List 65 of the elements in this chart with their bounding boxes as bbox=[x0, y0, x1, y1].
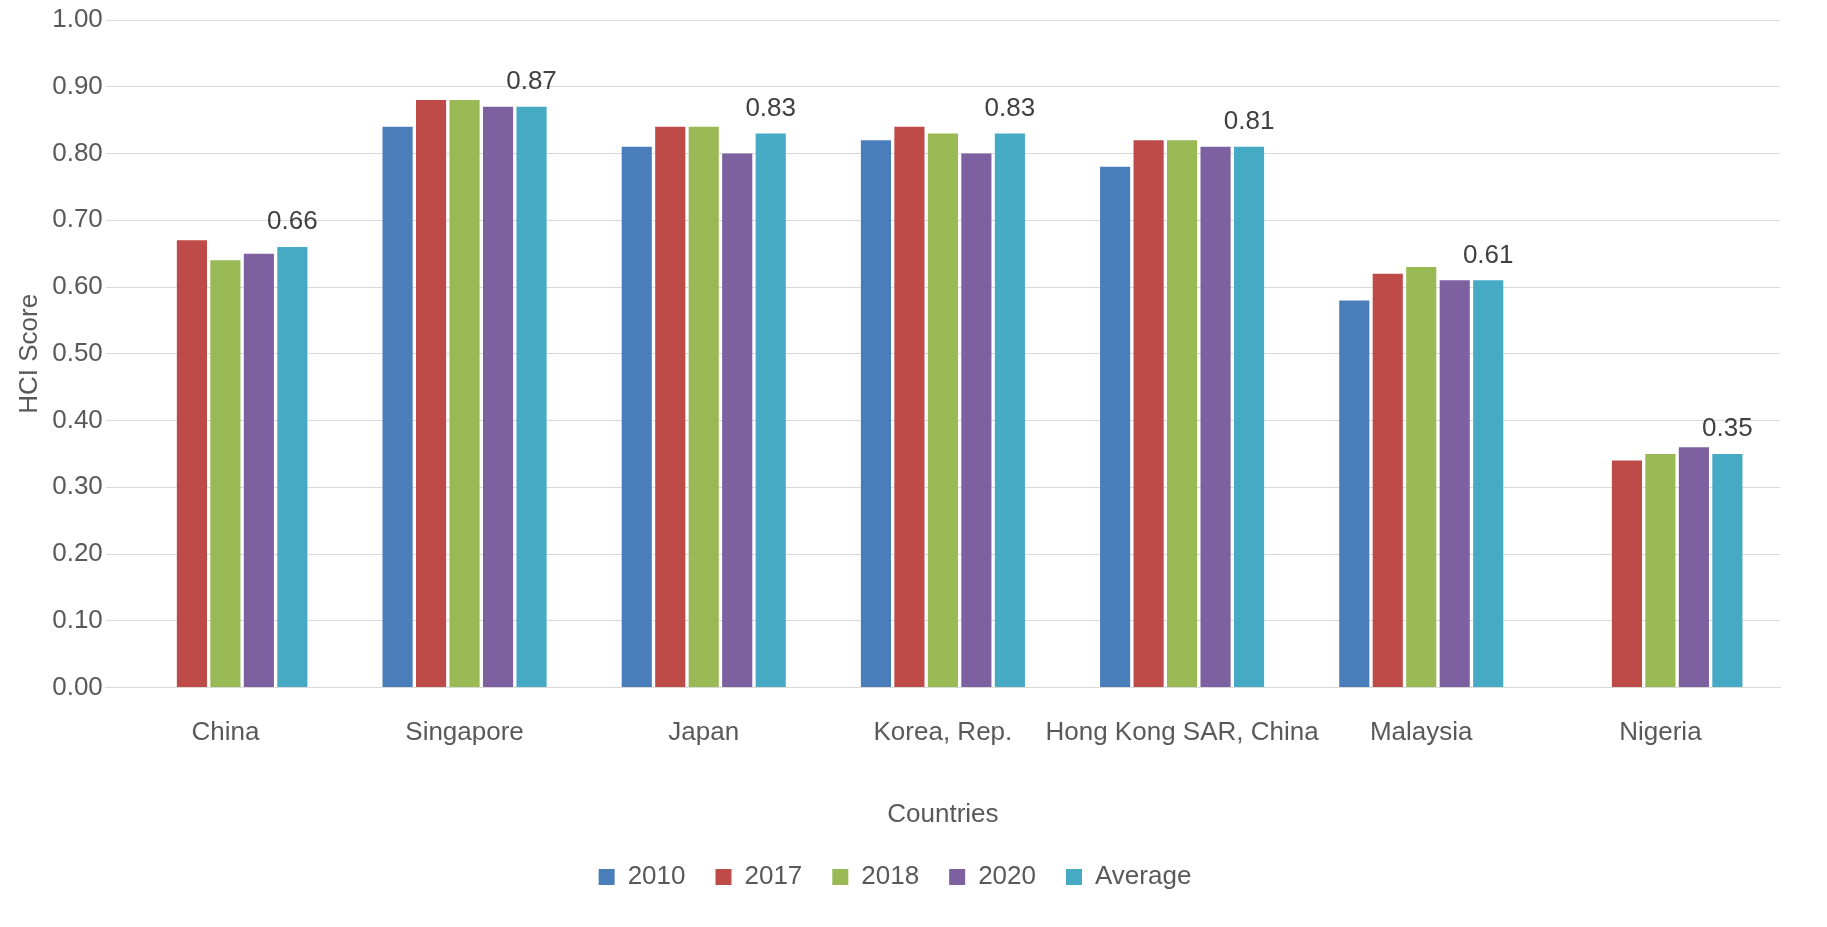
y-tick-label: 0.10 bbox=[52, 604, 103, 635]
data-label: 0.81 bbox=[1223, 105, 1275, 136]
bar bbox=[416, 100, 447, 688]
bar bbox=[516, 106, 547, 688]
bar bbox=[755, 133, 786, 688]
y-axis-title: HCI Score bbox=[12, 293, 43, 414]
legend-label: 2018 bbox=[861, 860, 920, 891]
bar bbox=[1167, 140, 1198, 688]
bar bbox=[449, 100, 480, 688]
y-tick-label: 0.50 bbox=[52, 336, 103, 367]
bar bbox=[655, 126, 686, 688]
bar bbox=[277, 246, 308, 688]
y-tick-label: 0.20 bbox=[52, 537, 103, 568]
bar bbox=[1712, 453, 1743, 688]
bar bbox=[1406, 267, 1437, 688]
bar bbox=[1339, 300, 1370, 688]
x-axis-title: Countries bbox=[887, 797, 999, 828]
bar bbox=[1678, 447, 1709, 688]
data-label: 0.66 bbox=[267, 205, 318, 236]
bar bbox=[482, 106, 514, 688]
bar bbox=[1439, 280, 1470, 688]
data-label: 0.83 bbox=[745, 91, 796, 122]
y-tick-label: 0.70 bbox=[52, 203, 103, 234]
y-tick-label: 0.90 bbox=[52, 69, 103, 100]
bar bbox=[1473, 280, 1504, 688]
y-tick-label: 0.30 bbox=[52, 470, 103, 501]
data-label: 0.35 bbox=[1702, 412, 1753, 443]
y-tick-label: 0.80 bbox=[52, 136, 103, 167]
x-tick-label: Singapore bbox=[405, 716, 524, 747]
bar bbox=[1100, 166, 1131, 688]
bar bbox=[210, 260, 241, 688]
bar bbox=[961, 153, 992, 688]
x-tick-label: Nigeria bbox=[1619, 716, 1703, 747]
data-label: 0.61 bbox=[1462, 238, 1514, 269]
y-tick-label: 0.60 bbox=[52, 270, 103, 301]
bar bbox=[176, 240, 207, 688]
bar bbox=[894, 126, 925, 688]
x-tick-label: Malaysia bbox=[1369, 716, 1474, 747]
bar bbox=[243, 253, 274, 688]
bar bbox=[994, 133, 1025, 688]
x-tick-label: China bbox=[191, 716, 260, 747]
bar bbox=[1133, 140, 1164, 688]
y-tick-label: 0.00 bbox=[52, 670, 103, 701]
y-tick-label: 0.40 bbox=[52, 403, 103, 434]
data-label: 0.87 bbox=[506, 64, 557, 95]
legend-label: Average bbox=[1094, 860, 1192, 891]
bar bbox=[860, 140, 891, 688]
x-tick-label: Korea, Rep. bbox=[873, 716, 1013, 747]
legend-label: 2017 bbox=[744, 860, 803, 891]
bar bbox=[1645, 453, 1676, 688]
bar bbox=[382, 126, 413, 688]
bar bbox=[1611, 460, 1642, 688]
bar bbox=[1200, 146, 1231, 688]
data-label: 0.83 bbox=[984, 91, 1036, 122]
legend-label: 2020 bbox=[978, 860, 1036, 891]
x-tick-label: Japan bbox=[668, 716, 740, 747]
x-tick-label: Hong Kong SAR, China bbox=[1045, 716, 1320, 747]
bar bbox=[722, 153, 753, 688]
y-tick-label: 1.00 bbox=[52, 3, 103, 34]
bar bbox=[621, 146, 652, 688]
bar bbox=[1372, 273, 1403, 688]
bar bbox=[1233, 146, 1265, 688]
legend-label: 2010 bbox=[627, 860, 686, 891]
bar bbox=[688, 126, 719, 688]
bar bbox=[927, 133, 958, 688]
